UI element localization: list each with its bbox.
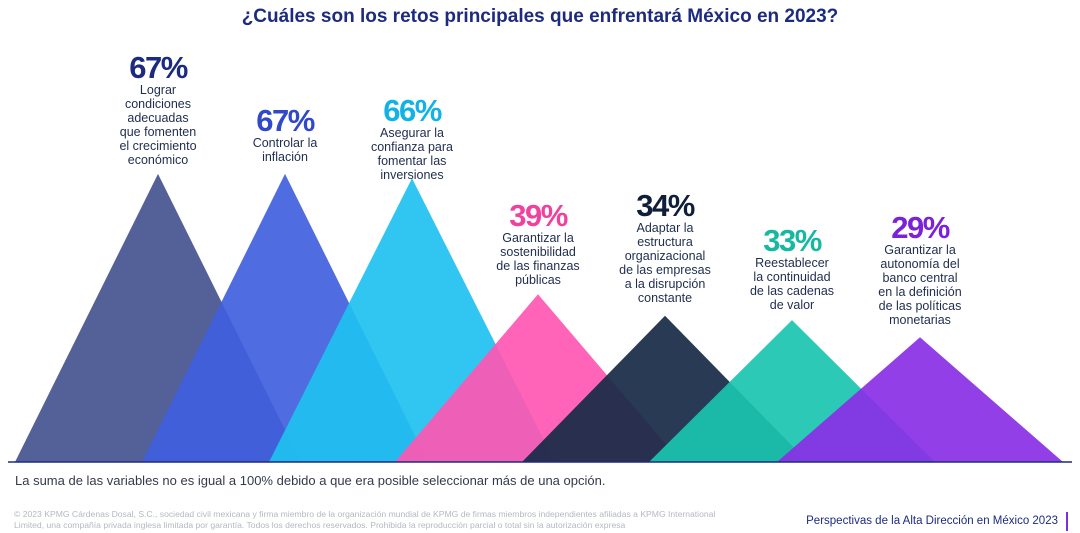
peaks-chart: 67%Lograr condiciones adecuadas que fomente… <box>8 50 1072 463</box>
value-label-2: 67% <box>256 103 314 138</box>
value-label-6: 33% <box>763 223 821 258</box>
value-label-3: 66% <box>383 93 441 128</box>
legal-text: © 2023 KPMG Cárdenas Dosal, S.C., socied… <box>14 509 716 530</box>
footer-title: Perspectivas de la Alta Dirección en Méx… <box>806 515 1058 527</box>
category-label-4: Garantizar la sostenibilidad de las finanz… <box>496 231 579 287</box>
footer-accent-bar <box>1066 512 1068 531</box>
category-label-5: Adaptar la estructura organizacional de las… <box>619 221 711 305</box>
category-label-6: Reestablecer la continuidad de las cadenas… <box>750 256 834 312</box>
page-title: ¿Cuáles son los retos principales que en… <box>241 6 839 27</box>
value-label-1: 67% <box>129 50 187 85</box>
category-label-3: Asegurar la confianza para fomentar las inv… <box>371 126 453 182</box>
category-label-7: Garantizar la autonomía del banco central e… <box>878 243 961 327</box>
category-label-2: Controlar la inflación <box>253 136 318 164</box>
category-label-1: Lograr condiciones adecuadas que fomenten el… <box>119 83 196 167</box>
value-label-4: 39% <box>509 198 567 233</box>
peak-7 <box>777 337 1063 462</box>
footnote: La suma de las variables no es igual a 1… <box>15 473 606 488</box>
value-label-5: 34% <box>636 188 694 223</box>
value-label-7: 29% <box>891 210 949 245</box>
